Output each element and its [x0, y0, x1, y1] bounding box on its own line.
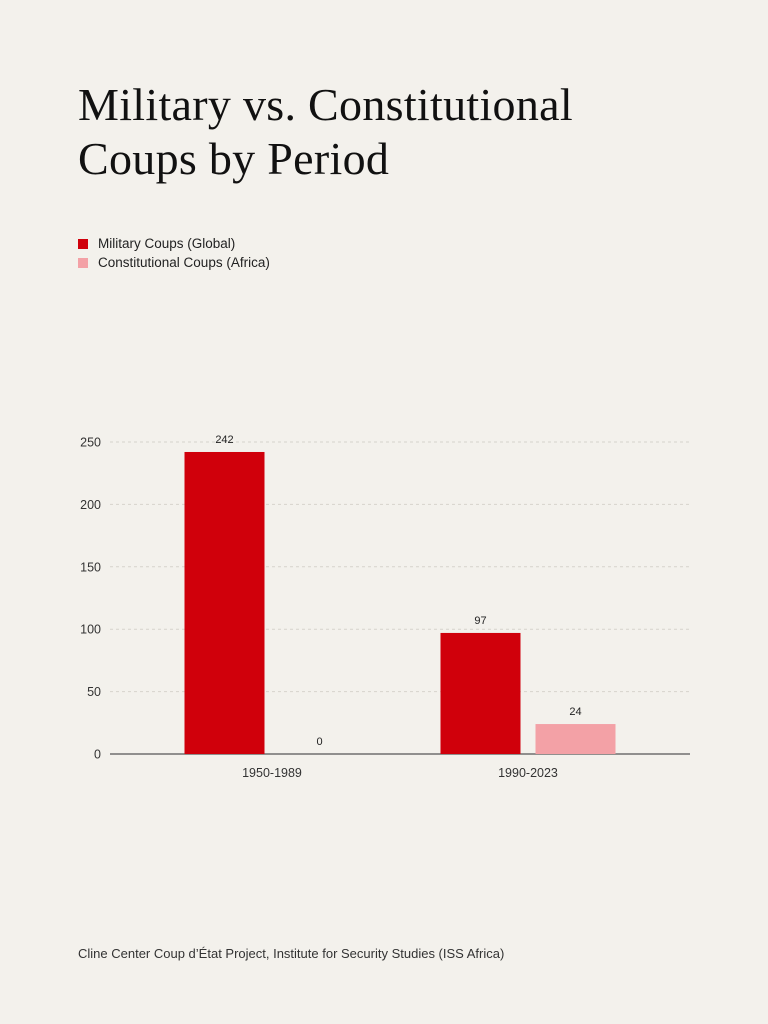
legend-swatch — [78, 257, 88, 268]
bar — [184, 451, 265, 754]
y-tick-label: 100 — [80, 623, 101, 637]
chart-title: Military vs. Constitutional Coups by Per… — [78, 79, 573, 184]
data-label: 0 — [316, 736, 322, 748]
x-tick-label: 1950-1989 — [242, 766, 302, 780]
data-label: 242 — [215, 434, 233, 446]
data-label: 24 — [569, 706, 581, 718]
legend-label: Military Coups (Global) — [98, 236, 236, 251]
legend-item: Constitutional Coups (Africa) — [78, 253, 270, 272]
x-tick-label: 1990-2023 — [498, 766, 558, 780]
bar — [440, 632, 521, 754]
bar — [535, 724, 616, 754]
y-tick-label: 0 — [94, 748, 101, 762]
source-note: Cline Center Coup d’État Project, Instit… — [78, 946, 505, 961]
legend: Military Coups (Global) Constitutional Co… — [78, 234, 270, 272]
y-tick-label: 200 — [80, 498, 101, 512]
y-tick-label: 150 — [80, 560, 101, 574]
bar-chart: 0 50 100 150 200 250 242 0 1950-1989 97 24 1990-202… — [80, 434, 690, 780]
y-tick-label: 50 — [87, 685, 101, 699]
legend-label: Constitutional Coups (Africa) — [98, 255, 270, 270]
legend-swatch — [78, 238, 88, 249]
y-tick-label: 250 — [80, 436, 101, 450]
legend-item: Military Coups (Global) — [78, 234, 270, 253]
data-label: 97 — [474, 615, 486, 627]
